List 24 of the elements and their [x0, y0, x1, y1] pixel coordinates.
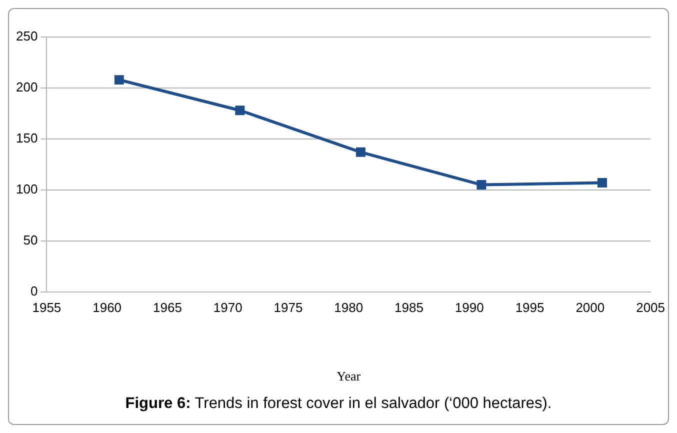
x-tick-label: 1965: [153, 300, 182, 316]
y-tick-label: 200: [16, 80, 38, 95]
x-tick-label: 2005: [636, 300, 665, 316]
x-tick-label: 1975: [274, 300, 303, 316]
x-tick-label: 1955: [32, 300, 62, 316]
x-axis-title: Year: [336, 368, 362, 384]
y-tick-label: 0: [30, 283, 38, 298]
x-tick-label: 2000: [576, 300, 605, 316]
x-tick-label: 1985: [394, 300, 424, 316]
caption: Figure 6: Trends in forest cover in el salvador (‘000 hectares).: [125, 395, 552, 412]
x-tick-label: 1990: [454, 300, 484, 316]
x-tick-label: 1960: [92, 300, 122, 316]
y-tick-label: 250: [16, 28, 38, 44]
point: [476, 180, 486, 190]
point: [356, 147, 366, 157]
point: [235, 106, 245, 116]
point: [114, 75, 124, 85]
y-tick-label: 100: [16, 181, 38, 196]
x-tick-label: 1995: [515, 300, 544, 316]
y-tick-label: 50: [23, 232, 38, 248]
x-tick-label: 1980: [334, 300, 364, 316]
x-tick-label: 1970: [213, 300, 242, 316]
y-tick-label: 150: [16, 130, 38, 146]
point: [597, 178, 607, 188]
